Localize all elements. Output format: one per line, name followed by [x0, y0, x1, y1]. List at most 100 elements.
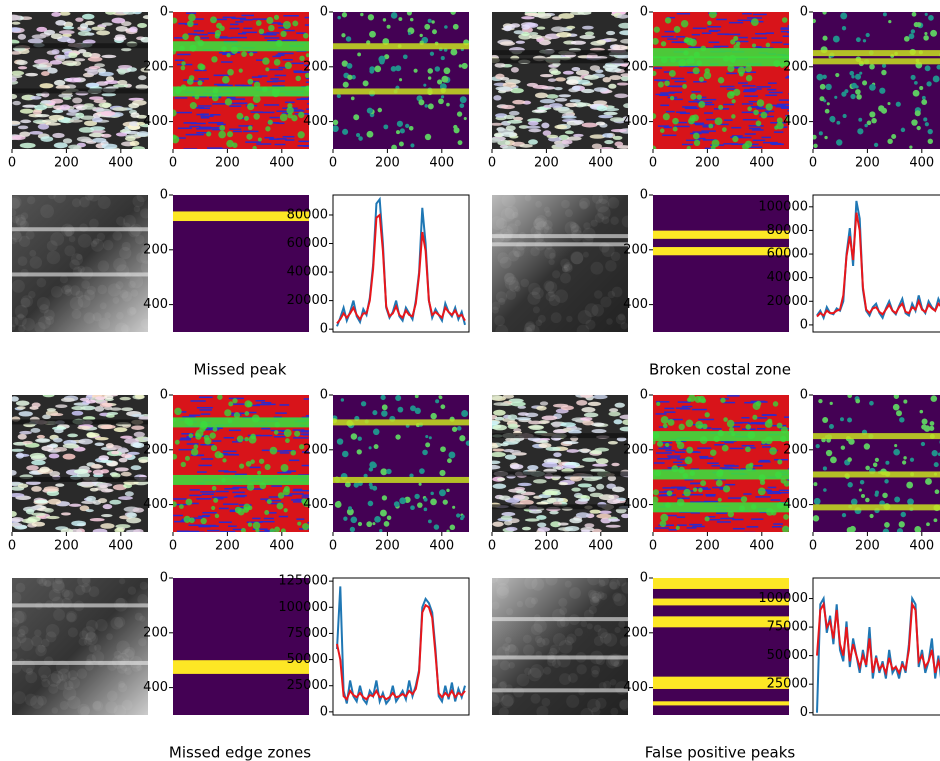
texture [716, 480, 723, 487]
texture [921, 99, 927, 105]
texture [752, 43, 756, 47]
green-band [173, 86, 309, 96]
texture [275, 75, 286, 77]
texture [536, 406, 546, 411]
texture [487, 138, 501, 143]
texture [256, 143, 271, 145]
texture [665, 17, 671, 23]
texture [583, 252, 589, 258]
y-tick-label: 200 [623, 59, 648, 74]
texture [95, 437, 109, 440]
texture [677, 498, 690, 500]
texture [856, 94, 862, 100]
texture [512, 100, 525, 105]
texture [499, 495, 511, 500]
texture [223, 451, 236, 453]
x-tick-label: 400 [269, 539, 294, 554]
texture [596, 40, 606, 44]
texture [112, 18, 126, 24]
texture [726, 73, 737, 75]
caption: False positive peaks [645, 744, 796, 761]
texture [578, 310, 592, 324]
texture [731, 114, 736, 119]
texture [711, 465, 720, 467]
texture [454, 127, 460, 133]
texture [682, 106, 697, 108]
texture [54, 447, 67, 452]
x-tick-label: 200 [215, 156, 240, 171]
texture [608, 441, 618, 444]
texture [212, 440, 221, 442]
texture [835, 73, 839, 77]
dark-band [12, 419, 148, 424]
texture [439, 470, 445, 476]
texture [661, 416, 669, 424]
texture [126, 517, 141, 523]
texture [299, 490, 310, 492]
texture [17, 406, 26, 409]
texture [34, 629, 41, 636]
texture [667, 85, 682, 87]
texture [675, 451, 686, 453]
texture [199, 127, 211, 129]
texture [528, 129, 541, 133]
texture [381, 410, 387, 416]
texture [202, 512, 216, 514]
texture [215, 514, 219, 518]
texture [590, 262, 603, 275]
texture [826, 450, 832, 456]
texture [551, 312, 562, 323]
texture [227, 69, 234, 76]
texture [695, 124, 703, 126]
y-tick-label: 200 [303, 442, 328, 457]
texture [119, 458, 128, 463]
texture [410, 405, 416, 411]
texture [100, 425, 115, 429]
texture [592, 143, 602, 149]
texture [341, 398, 344, 401]
texture [81, 280, 90, 289]
texture [285, 102, 295, 104]
texture [279, 404, 289, 406]
texture [777, 104, 789, 106]
texture [307, 103, 320, 105]
texture [501, 105, 515, 109]
texture [459, 64, 462, 67]
texture [783, 44, 796, 46]
x-tick-label: 200 [695, 156, 720, 171]
texture [758, 487, 766, 495]
mask-band [653, 701, 789, 705]
texture [67, 696, 80, 709]
texture [253, 18, 268, 20]
texture [106, 633, 113, 640]
texture [292, 20, 298, 26]
y-tick-label: 400 [623, 680, 648, 695]
texture [181, 61, 185, 65]
panel [173, 578, 309, 715]
texture [712, 428, 722, 430]
texture [705, 68, 710, 73]
texture [48, 499, 61, 505]
green-band [173, 475, 309, 485]
texture [424, 508, 428, 512]
plot-frame [813, 195, 940, 332]
texture [302, 523, 309, 530]
texture [517, 674, 530, 687]
texture [234, 412, 240, 418]
texture [368, 14, 374, 20]
texture [742, 445, 755, 447]
texture [278, 492, 285, 499]
texture [240, 19, 253, 21]
texture [612, 287, 623, 298]
texture [916, 22, 921, 27]
texture [607, 498, 620, 504]
texture [882, 493, 888, 499]
texture [265, 126, 270, 131]
texture [267, 499, 272, 504]
x-tick-label: 400 [269, 156, 294, 171]
texture [372, 463, 377, 468]
texture [655, 94, 667, 96]
texture [707, 21, 712, 26]
texture [666, 111, 675, 113]
texture [283, 15, 298, 17]
